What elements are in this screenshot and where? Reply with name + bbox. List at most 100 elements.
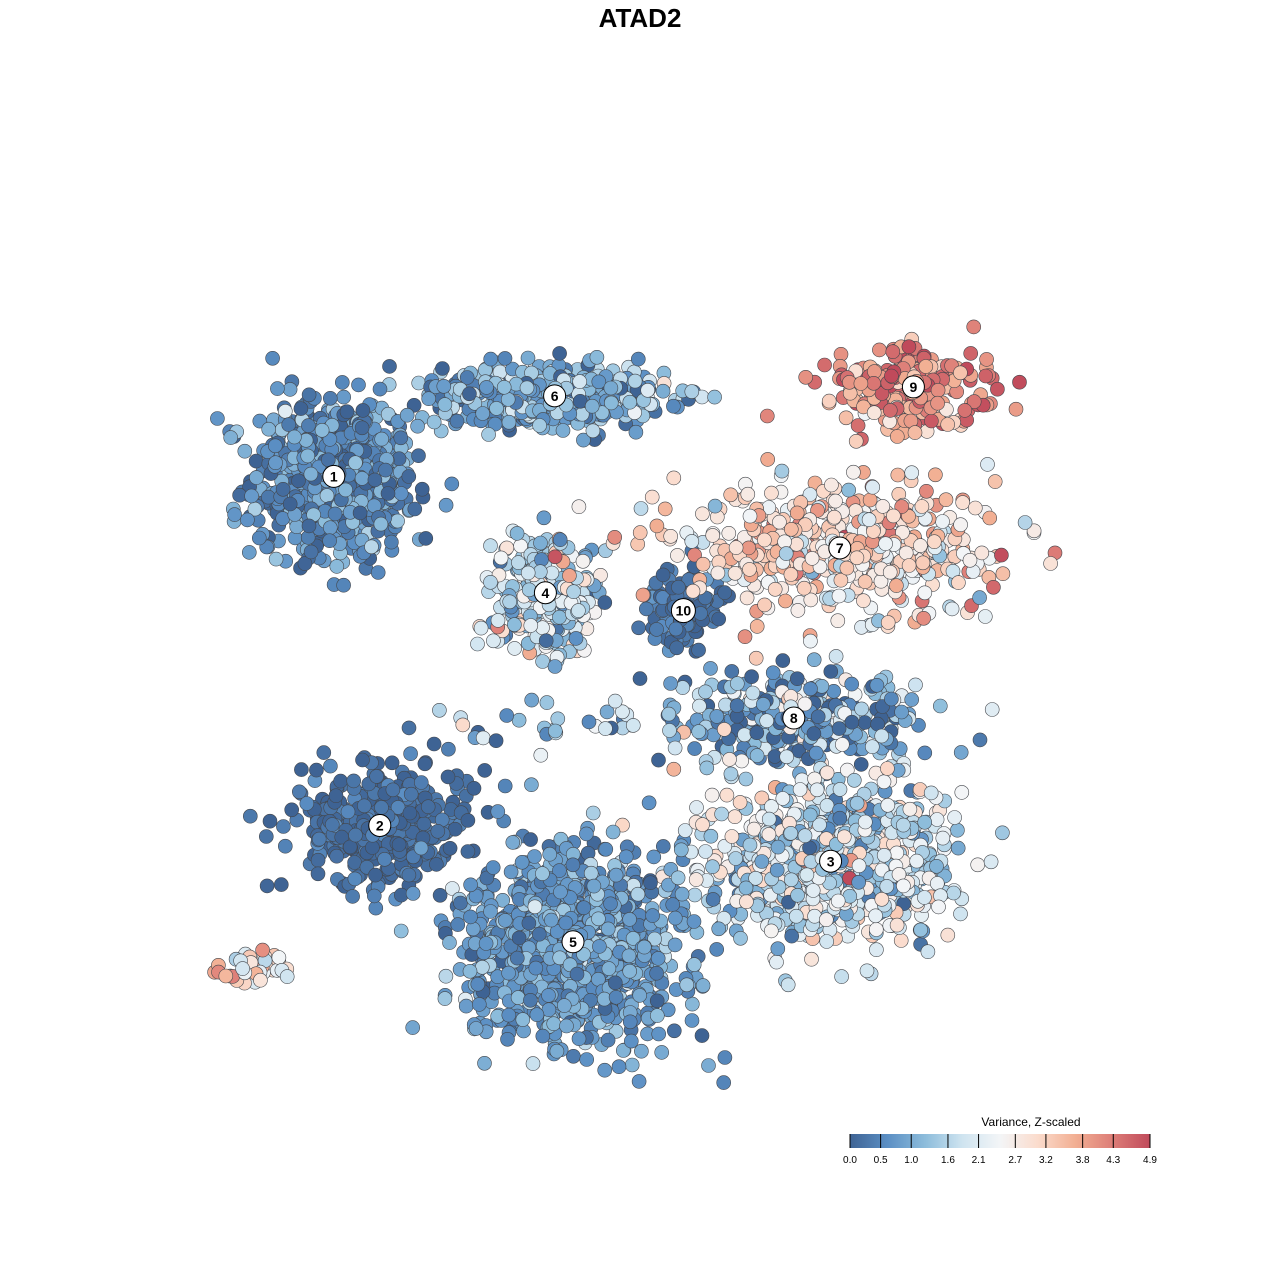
cell-point: [856, 593, 871, 609]
cell-point: [716, 1075, 732, 1090]
cell-point: [719, 787, 735, 803]
cell-point: [889, 578, 904, 593]
cell-point: [657, 501, 673, 517]
cell-point: [901, 558, 917, 573]
cell-point: [990, 381, 1005, 397]
cell-point: [879, 879, 895, 894]
cell-point: [817, 357, 832, 373]
cell-point: [458, 998, 474, 1014]
cell-point: [584, 398, 600, 414]
cell-point: [493, 550, 509, 566]
cell-point: [689, 800, 704, 815]
cell-point: [270, 381, 285, 396]
cell-point: [824, 477, 839, 493]
cell-point: [524, 777, 539, 793]
cell-point: [684, 384, 700, 399]
cell-point: [622, 394, 638, 410]
cell-point: [898, 545, 914, 561]
cell-point: [819, 798, 835, 813]
cell-point: [901, 339, 917, 355]
cell-point: [695, 506, 710, 522]
cell-point: [663, 528, 679, 544]
cell-point: [963, 346, 979, 361]
cell-point: [818, 912, 834, 928]
cell-point: [705, 892, 721, 907]
cell-point: [547, 549, 563, 565]
cell-point: [276, 819, 291, 834]
cell-point: [301, 387, 317, 403]
cell-point: [893, 933, 909, 948]
cell-point: [435, 361, 450, 376]
cell-point: [281, 417, 297, 432]
cell-point: [784, 928, 800, 944]
cell-point: [368, 900, 384, 916]
cell-point: [962, 552, 978, 568]
cell-point: [950, 822, 965, 838]
cell-point: [826, 509, 842, 525]
cell-point: [347, 855, 362, 870]
cell-point: [749, 725, 765, 741]
cell-point: [523, 618, 539, 633]
cell-point: [830, 613, 846, 629]
cell-point: [779, 749, 795, 765]
cell-point: [687, 887, 703, 903]
cell-point: [828, 493, 843, 509]
cell-point: [724, 664, 740, 679]
cell-point: [501, 1007, 517, 1023]
cell-point: [355, 403, 371, 418]
cell-point: [780, 977, 796, 993]
cell-point: [294, 762, 309, 777]
cell-point: [876, 847, 892, 863]
cell-point: [301, 418, 316, 433]
cell-point: [972, 732, 988, 748]
cell-point: [413, 775, 429, 790]
cell-point: [374, 431, 390, 447]
cell-point: [979, 352, 994, 367]
cell-point: [684, 1013, 700, 1028]
cell-point: [414, 481, 430, 497]
cell-point: [643, 875, 658, 891]
cell-point: [701, 1058, 716, 1073]
cell-point: [244, 488, 259, 504]
cell-point: [788, 908, 804, 924]
cell-point: [928, 467, 943, 483]
cell-point: [868, 908, 883, 924]
cell-point: [685, 583, 701, 599]
cell-point: [940, 417, 956, 432]
cell-point: [262, 813, 278, 829]
cell-point: [438, 968, 454, 984]
cell-point: [831, 588, 847, 604]
cell-point: [803, 681, 818, 697]
cell-point: [709, 709, 725, 724]
cell-point: [666, 761, 682, 777]
cell-point: [775, 653, 791, 668]
cell-point: [935, 514, 950, 529]
cell-point: [707, 389, 722, 405]
cell-point: [562, 568, 577, 583]
cell-point: [764, 485, 779, 501]
cell-point: [265, 350, 280, 366]
cell-point: [444, 476, 460, 492]
cell-point: [333, 773, 348, 789]
cell-point: [437, 397, 453, 412]
cell-point: [931, 899, 946, 915]
cell-point: [763, 923, 779, 939]
cell-point: [514, 854, 530, 870]
cell-point: [320, 452, 336, 468]
cell-point: [880, 615, 896, 630]
cell-point: [874, 728, 890, 744]
cell-point: [282, 496, 298, 512]
cell-point: [346, 773, 362, 789]
cell-point: [649, 518, 665, 534]
cell-point: [651, 752, 666, 768]
cell-point: [859, 963, 875, 979]
cell-point: [810, 709, 826, 725]
cell-point: [908, 677, 923, 693]
cell-point: [691, 724, 707, 739]
cell-point: [430, 823, 446, 839]
cell-point: [628, 424, 644, 440]
cell-point: [421, 391, 437, 407]
cell-point: [490, 804, 506, 819]
cell-point: [300, 448, 316, 464]
cell-point: [940, 927, 956, 943]
